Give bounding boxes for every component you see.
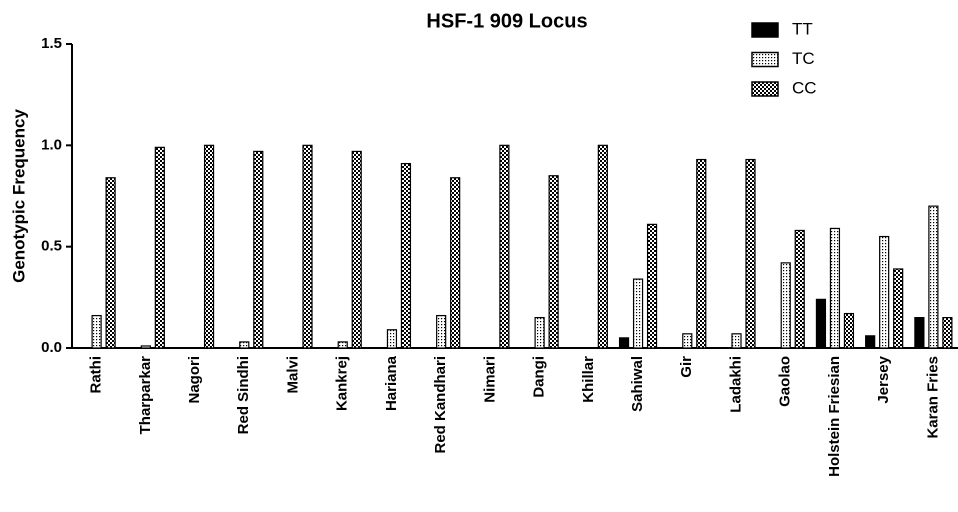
bar (865, 335, 876, 349)
legend-label: TT (792, 19, 813, 38)
bar (534, 317, 545, 349)
bar (548, 175, 559, 349)
bar (337, 341, 348, 349)
bar (682, 333, 693, 349)
y-tick-label: 1.0 (41, 136, 62, 153)
y-tick-label: 1.5 (41, 35, 62, 52)
bar (400, 162, 412, 349)
bar (843, 312, 855, 349)
x-tick-label: Nimari (481, 356, 498, 403)
bar (499, 144, 510, 349)
legend-swatch (751, 51, 779, 68)
x-tick-label: Dangi (531, 356, 548, 398)
bar (386, 329, 398, 349)
bar (105, 177, 116, 349)
bar (203, 144, 215, 349)
bar (436, 314, 447, 349)
chart-title: HSF-1 909 Locus (426, 10, 587, 32)
bar (780, 262, 791, 349)
bar (928, 205, 939, 349)
x-tick-label: Tharparkar (137, 356, 154, 435)
legend-label: CC (792, 78, 817, 97)
x-tick-label: Malvi (284, 356, 301, 394)
legend-swatch (751, 81, 779, 97)
bar (829, 227, 841, 349)
x-tick-label: Hariana (383, 355, 400, 411)
y-axis-title: Genotypic Frequency (9, 109, 28, 283)
bar (91, 314, 102, 349)
x-tick-label: Red Sindhi (235, 356, 252, 434)
bar (450, 177, 461, 349)
x-tick-label: Rathi (88, 356, 105, 394)
x-tick-label: Nagori (186, 356, 203, 404)
bar (253, 150, 264, 349)
bar (618, 337, 630, 349)
bar (646, 223, 658, 349)
y-tick-label: 0.5 (41, 238, 62, 255)
bar (239, 341, 250, 349)
x-tick-label: Gaolao (777, 356, 794, 407)
x-tick-label: Jersey (875, 355, 892, 403)
bar (745, 158, 756, 349)
x-tick-label: Holstein Friesian (826, 356, 843, 477)
x-tick-label: Sahiwal (629, 356, 646, 412)
y-tick-label: 0.0 (41, 339, 62, 356)
bar (893, 268, 904, 349)
bar (154, 146, 165, 349)
bar (815, 298, 827, 349)
x-tick-label: Red Kandhari (432, 356, 449, 454)
legend-swatch (751, 22, 779, 38)
x-tick-label: Khillar (580, 356, 597, 403)
bar (731, 333, 742, 349)
bar (351, 150, 362, 349)
bar (632, 278, 644, 349)
legend-label: TC (792, 49, 815, 68)
bar (942, 317, 953, 349)
x-tick-label: Ladakhi (727, 356, 744, 413)
bar (794, 229, 805, 349)
bar (696, 158, 707, 349)
x-tick-label: Gir (678, 356, 695, 378)
bar (140, 345, 151, 349)
bar (914, 317, 925, 349)
bar (879, 235, 890, 349)
bar (302, 144, 313, 349)
x-tick-label: Kankrej (334, 356, 351, 411)
x-tick-label: Karan Fries (924, 356, 941, 439)
bar (597, 144, 608, 349)
